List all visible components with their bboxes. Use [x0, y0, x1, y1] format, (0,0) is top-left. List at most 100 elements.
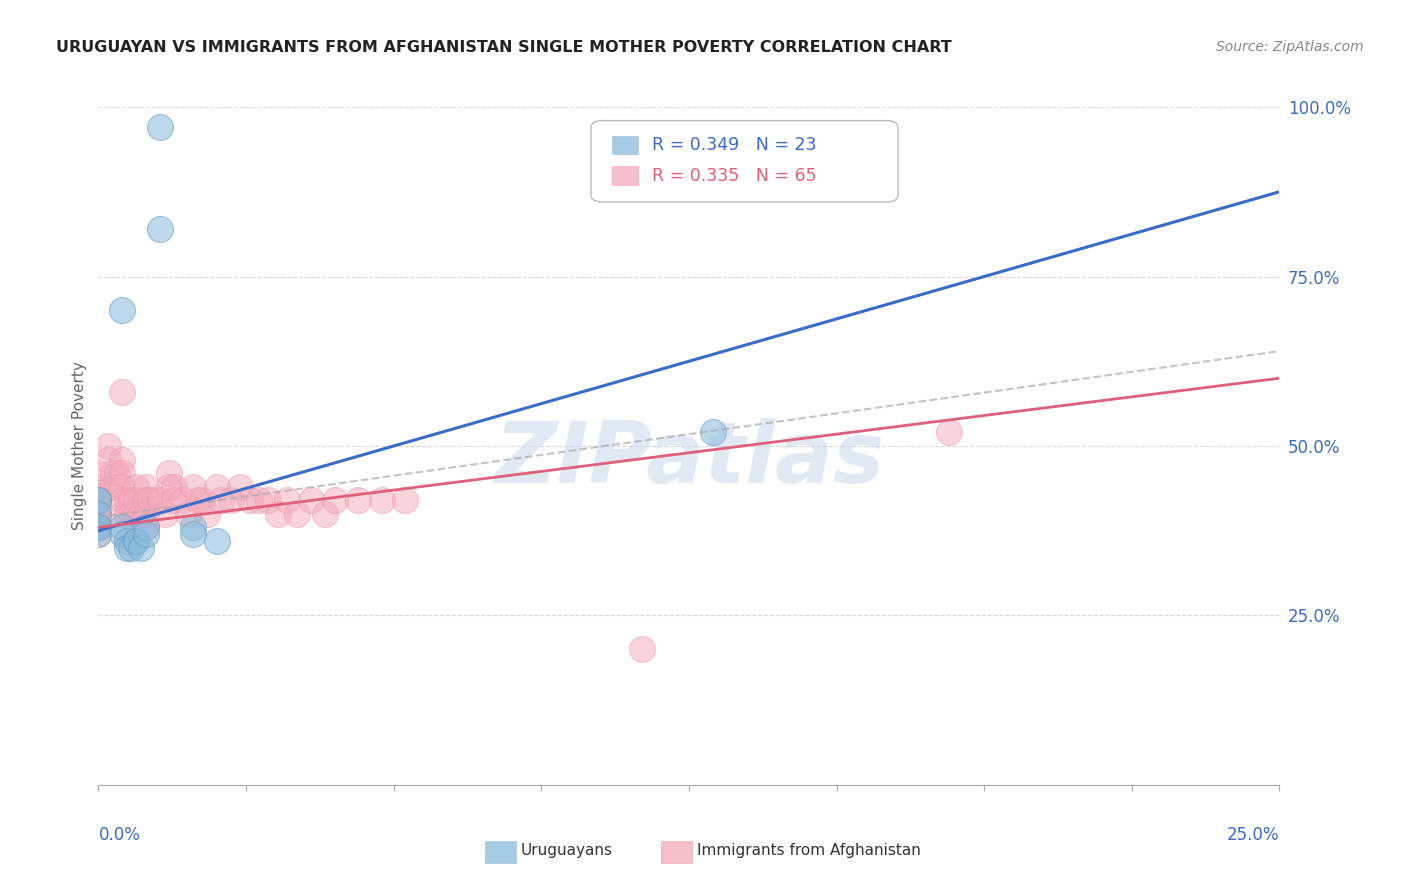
- Point: [87, 520, 110, 534]
- Point: [111, 303, 134, 318]
- Point: [172, 493, 194, 508]
- Point: [219, 493, 242, 508]
- Point: [285, 507, 308, 521]
- Point: [276, 493, 298, 508]
- Point: [111, 520, 134, 534]
- Point: [87, 520, 110, 534]
- Point: [181, 527, 204, 541]
- Point: [181, 520, 204, 534]
- Point: [111, 452, 134, 467]
- Point: [105, 466, 128, 480]
- Point: [187, 493, 209, 508]
- Point: [149, 493, 172, 508]
- Point: [205, 480, 228, 494]
- Point: [125, 507, 148, 521]
- Point: [630, 642, 652, 657]
- Point: [135, 520, 157, 534]
- Point: [111, 480, 134, 494]
- Point: [115, 533, 138, 548]
- Point: [181, 480, 204, 494]
- Point: [191, 493, 214, 508]
- Text: R = 0.335   N = 65: R = 0.335 N = 65: [652, 167, 817, 185]
- Point: [87, 527, 110, 541]
- Point: [163, 480, 186, 494]
- Point: [177, 507, 200, 521]
- Text: 25.0%: 25.0%: [1227, 826, 1279, 844]
- Point: [125, 533, 148, 548]
- Point: [135, 507, 157, 521]
- Point: [135, 527, 157, 541]
- Point: [87, 466, 110, 480]
- Text: ZIPatlas: ZIPatlas: [494, 418, 884, 501]
- Point: [97, 452, 120, 467]
- Point: [157, 480, 180, 494]
- Point: [125, 480, 148, 494]
- Point: [101, 480, 124, 494]
- Point: [702, 425, 724, 440]
- FancyBboxPatch shape: [591, 120, 898, 202]
- Point: [111, 493, 134, 508]
- Point: [87, 527, 110, 541]
- Point: [938, 425, 960, 440]
- Point: [87, 520, 110, 534]
- Point: [267, 507, 290, 521]
- Point: [257, 493, 280, 508]
- Point: [143, 493, 166, 508]
- Point: [111, 527, 134, 541]
- Point: [135, 493, 157, 508]
- Point: [149, 222, 172, 236]
- Point: [129, 507, 152, 521]
- Point: [299, 493, 322, 508]
- Text: URUGUAYAN VS IMMIGRANTS FROM AFGHANISTAN SINGLE MOTHER POVERTY CORRELATION CHART: URUGUAYAN VS IMMIGRANTS FROM AFGHANISTAN…: [56, 40, 952, 55]
- Point: [347, 493, 370, 508]
- Text: 0.0%: 0.0%: [98, 826, 141, 844]
- Text: Immigrants from Afghanistan: Immigrants from Afghanistan: [697, 843, 921, 857]
- Point: [139, 493, 162, 508]
- Point: [121, 493, 143, 508]
- Bar: [612, 136, 638, 154]
- Point: [87, 500, 110, 514]
- Point: [87, 507, 110, 521]
- Point: [394, 493, 416, 508]
- Point: [115, 493, 138, 508]
- Point: [209, 493, 232, 508]
- Point: [129, 541, 152, 555]
- Point: [87, 493, 110, 508]
- Point: [195, 507, 218, 521]
- Point: [121, 507, 143, 521]
- Point: [229, 480, 252, 494]
- Point: [205, 533, 228, 548]
- Point: [153, 507, 176, 521]
- Point: [314, 507, 336, 521]
- Point: [105, 480, 128, 494]
- Point: [111, 507, 134, 521]
- Point: [87, 520, 110, 534]
- Point: [97, 439, 120, 453]
- Text: Uruguayans: Uruguayans: [520, 843, 612, 857]
- Point: [87, 507, 110, 521]
- Point: [163, 493, 186, 508]
- Point: [157, 466, 180, 480]
- Point: [87, 480, 110, 494]
- Point: [247, 493, 270, 508]
- Point: [125, 493, 148, 508]
- Point: [371, 493, 394, 508]
- Point: [115, 541, 138, 555]
- Point: [135, 520, 157, 534]
- Point: [323, 493, 346, 508]
- Point: [121, 541, 143, 555]
- Point: [111, 466, 134, 480]
- Bar: [612, 166, 638, 185]
- Point: [115, 507, 138, 521]
- Y-axis label: Single Mother Poverty: Single Mother Poverty: [72, 361, 87, 531]
- Point: [87, 493, 110, 508]
- Point: [135, 480, 157, 494]
- Point: [111, 384, 134, 399]
- Point: [125, 533, 148, 548]
- Point: [87, 493, 110, 508]
- Point: [101, 466, 124, 480]
- Text: Source: ZipAtlas.com: Source: ZipAtlas.com: [1216, 40, 1364, 54]
- Point: [87, 486, 110, 500]
- Point: [239, 493, 262, 508]
- Text: R = 0.349   N = 23: R = 0.349 N = 23: [652, 136, 817, 154]
